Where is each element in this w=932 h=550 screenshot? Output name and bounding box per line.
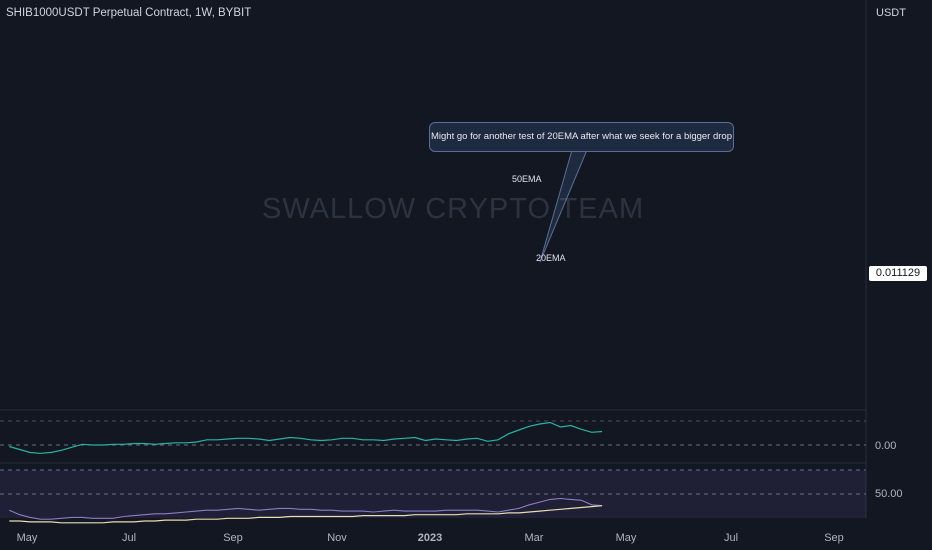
time-tick-label: 2023	[418, 532, 442, 544]
ema20-label: 20EMA	[536, 253, 566, 263]
time-tick-label: Sep	[824, 532, 844, 544]
rsi-level-label: 50.00	[875, 488, 903, 500]
osc-line	[9, 421, 603, 454]
osc-zero-label: 0.00	[875, 440, 896, 452]
time-tick-label: Jul	[724, 532, 738, 544]
time-axis: May Jul Sep Nov 2023 Mar May Jul Sep	[17, 532, 844, 544]
callout-note: Might go for another test of 20EMA after…	[429, 122, 734, 152]
last-price-tag: 0.011129	[869, 266, 927, 281]
time-tick-label: Nov	[327, 532, 347, 544]
rsi-line	[9, 497, 603, 520]
rsi-ma-line	[9, 505, 603, 524]
currency-label: USDT	[876, 7, 906, 19]
ema50-label: 50EMA	[512, 174, 542, 184]
time-tick-label: Mar	[525, 532, 544, 544]
time-tick-label: May	[616, 532, 637, 544]
time-tick-label: May	[17, 532, 38, 544]
time-tick-label: Jul	[122, 532, 136, 544]
chart-title: SHIB1000USDT Perpetual Contract, 1W, BYB…	[6, 7, 252, 19]
time-tick-label: Sep	[223, 532, 243, 544]
watermark-text: SWALLOW CRYPTO TEAM	[262, 193, 645, 225]
